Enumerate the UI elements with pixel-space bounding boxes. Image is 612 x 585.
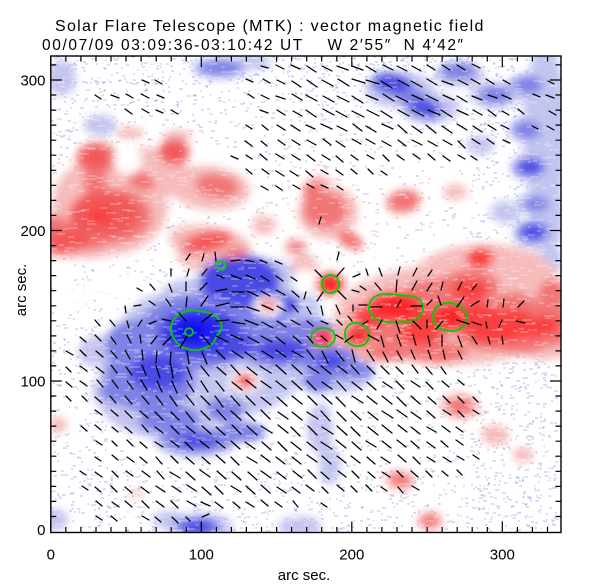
svg-text:100: 100 — [20, 374, 45, 391]
svg-text:Solar Flare Telescope (MTK) :: Solar Flare Telescope (MTK) : vector mag… — [55, 18, 485, 35]
svg-text:arc sec.: arc sec. — [278, 567, 331, 584]
svg-text:0: 0 — [47, 547, 55, 564]
svg-text:200: 200 — [20, 223, 45, 240]
svg-text:300: 300 — [490, 547, 515, 564]
svg-text:arc sec.: arc sec. — [13, 264, 30, 317]
svg-text:300: 300 — [20, 73, 45, 90]
svg-text:200: 200 — [339, 547, 364, 564]
svg-text:00/07/09 03:09:36-03:10:42 UT: 00/07/09 03:09:36-03:10:42 UT W 2′55″ N … — [42, 37, 465, 54]
svg-text:100: 100 — [189, 547, 214, 564]
svg-text:0: 0 — [37, 522, 45, 539]
